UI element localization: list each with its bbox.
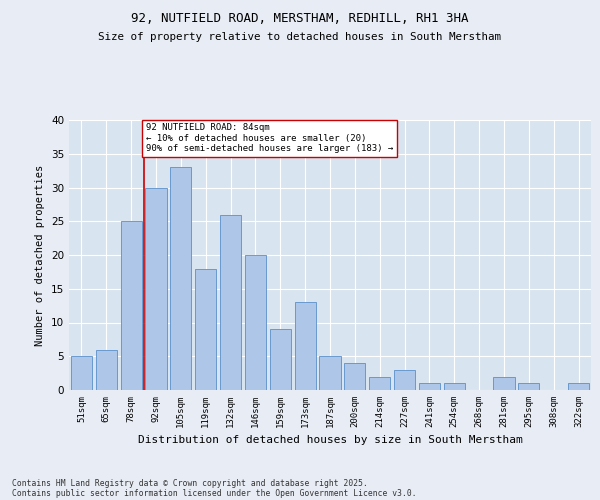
Bar (220, 214, 241, 390)
Bar (319, 356, 341, 390)
Bar (518, 383, 539, 390)
Bar (394, 370, 415, 390)
Bar (245, 255, 266, 390)
Text: 92, NUTFIELD ROAD, MERSTHAM, REDHILL, RH1 3HA: 92, NUTFIELD ROAD, MERSTHAM, REDHILL, RH… (131, 12, 469, 26)
Bar (493, 376, 515, 390)
Bar (270, 329, 291, 390)
Text: Size of property relative to detached houses in South Merstham: Size of property relative to detached ho… (98, 32, 502, 42)
Bar (568, 383, 589, 390)
Bar (344, 363, 365, 390)
Bar (170, 167, 191, 390)
Bar (71, 356, 92, 390)
Bar (444, 383, 465, 390)
Bar (295, 302, 316, 390)
Bar (96, 350, 117, 390)
Text: Contains HM Land Registry data © Crown copyright and database right 2025.: Contains HM Land Registry data © Crown c… (12, 478, 368, 488)
Bar (195, 268, 216, 390)
Text: Contains public sector information licensed under the Open Government Licence v3: Contains public sector information licen… (12, 488, 416, 498)
X-axis label: Distribution of detached houses by size in South Merstham: Distribution of detached houses by size … (137, 436, 523, 446)
Bar (145, 188, 167, 390)
Bar (369, 376, 390, 390)
Bar (419, 383, 440, 390)
Text: 92 NUTFIELD ROAD: 84sqm
← 10% of detached houses are smaller (20)
90% of semi-de: 92 NUTFIELD ROAD: 84sqm ← 10% of detache… (146, 124, 394, 153)
Bar (121, 221, 142, 390)
Y-axis label: Number of detached properties: Number of detached properties (35, 164, 46, 346)
